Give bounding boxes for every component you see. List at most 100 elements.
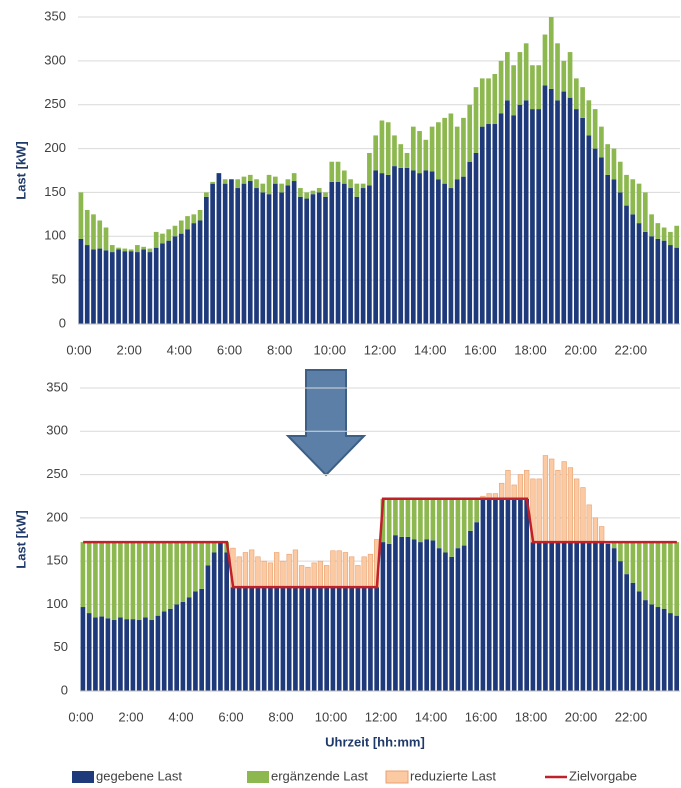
bar bbox=[298, 188, 303, 197]
bar bbox=[574, 478, 580, 543]
bar bbox=[109, 252, 115, 324]
bar bbox=[236, 587, 242, 691]
bar bbox=[561, 461, 567, 543]
bar bbox=[642, 231, 648, 324]
bar bbox=[393, 498, 398, 536]
bar bbox=[330, 550, 336, 588]
bar bbox=[636, 591, 642, 691]
bar bbox=[411, 498, 417, 540]
bar bbox=[105, 618, 111, 691]
bar bbox=[492, 124, 498, 324]
bar bbox=[186, 542, 192, 598]
y-tick-label: 250 bbox=[46, 466, 68, 481]
bar bbox=[178, 233, 184, 324]
bar bbox=[567, 97, 573, 324]
bar bbox=[530, 65, 535, 110]
bar bbox=[486, 498, 492, 691]
bar bbox=[210, 183, 215, 324]
bar bbox=[360, 183, 366, 189]
bar bbox=[655, 607, 661, 691]
bar bbox=[367, 152, 372, 186]
bar bbox=[268, 587, 273, 691]
bar bbox=[318, 587, 323, 691]
bar bbox=[436, 122, 441, 180]
bar bbox=[580, 87, 585, 118]
x-tick-label: 22:00 bbox=[615, 342, 648, 357]
bar bbox=[498, 113, 504, 324]
bar bbox=[116, 247, 121, 250]
bar bbox=[172, 225, 178, 237]
bar bbox=[449, 556, 454, 691]
bar bbox=[324, 587, 329, 691]
bar bbox=[636, 183, 642, 224]
x-tick-label: 8:00 bbox=[268, 709, 293, 724]
bar bbox=[580, 542, 586, 691]
bar bbox=[649, 214, 654, 237]
bar bbox=[530, 542, 536, 691]
bar bbox=[141, 249, 146, 324]
bar bbox=[599, 542, 604, 691]
y-tick-label: 200 bbox=[46, 509, 68, 524]
bar bbox=[361, 587, 367, 691]
bar bbox=[84, 209, 90, 246]
bar bbox=[385, 174, 391, 324]
bar bbox=[592, 109, 598, 149]
bar bbox=[423, 139, 429, 171]
bar bbox=[643, 600, 648, 691]
bar bbox=[573, 109, 579, 324]
bar bbox=[661, 227, 667, 241]
bar bbox=[304, 198, 310, 324]
bar bbox=[517, 104, 523, 324]
y-tick-label: 300 bbox=[44, 52, 66, 67]
bar bbox=[330, 587, 336, 691]
bar bbox=[404, 152, 410, 168]
x-tick-label: 10:00 bbox=[314, 342, 347, 357]
bar bbox=[611, 542, 617, 549]
bar bbox=[499, 498, 504, 691]
bar bbox=[174, 604, 179, 691]
bar bbox=[536, 542, 542, 691]
legend-label: gegebene Last bbox=[96, 768, 182, 783]
bar bbox=[247, 174, 253, 182]
bar bbox=[341, 170, 347, 184]
bar bbox=[99, 542, 104, 617]
bar bbox=[335, 161, 341, 182]
x-tick-label: 6:00 bbox=[217, 342, 242, 357]
bar bbox=[417, 131, 422, 174]
bar bbox=[111, 542, 117, 621]
bar bbox=[197, 209, 203, 221]
bar bbox=[436, 179, 441, 324]
bar bbox=[260, 192, 266, 324]
bar bbox=[180, 542, 186, 602]
x-tick-label: 16:00 bbox=[464, 342, 497, 357]
bar bbox=[668, 231, 673, 246]
bar bbox=[392, 166, 397, 324]
bar bbox=[84, 245, 90, 324]
y-tick-label: 350 bbox=[46, 379, 68, 394]
bar bbox=[649, 542, 654, 605]
bar bbox=[661, 542, 667, 609]
bar bbox=[511, 115, 516, 325]
bar bbox=[430, 498, 436, 541]
bar bbox=[617, 161, 623, 193]
bar bbox=[348, 179, 353, 189]
bar bbox=[93, 617, 98, 691]
bar bbox=[655, 223, 661, 239]
bar bbox=[399, 498, 404, 537]
bar bbox=[674, 247, 679, 324]
bar bbox=[618, 561, 623, 691]
bar bbox=[311, 562, 317, 588]
bar bbox=[355, 565, 361, 588]
bar bbox=[160, 243, 165, 324]
bar bbox=[316, 192, 322, 324]
bar bbox=[436, 548, 442, 691]
bar bbox=[354, 183, 360, 197]
bar bbox=[436, 498, 442, 549]
bar bbox=[97, 248, 103, 324]
bar bbox=[255, 587, 261, 691]
bar bbox=[467, 104, 473, 162]
bar bbox=[153, 247, 159, 324]
bar bbox=[561, 542, 567, 691]
bar bbox=[549, 542, 554, 691]
